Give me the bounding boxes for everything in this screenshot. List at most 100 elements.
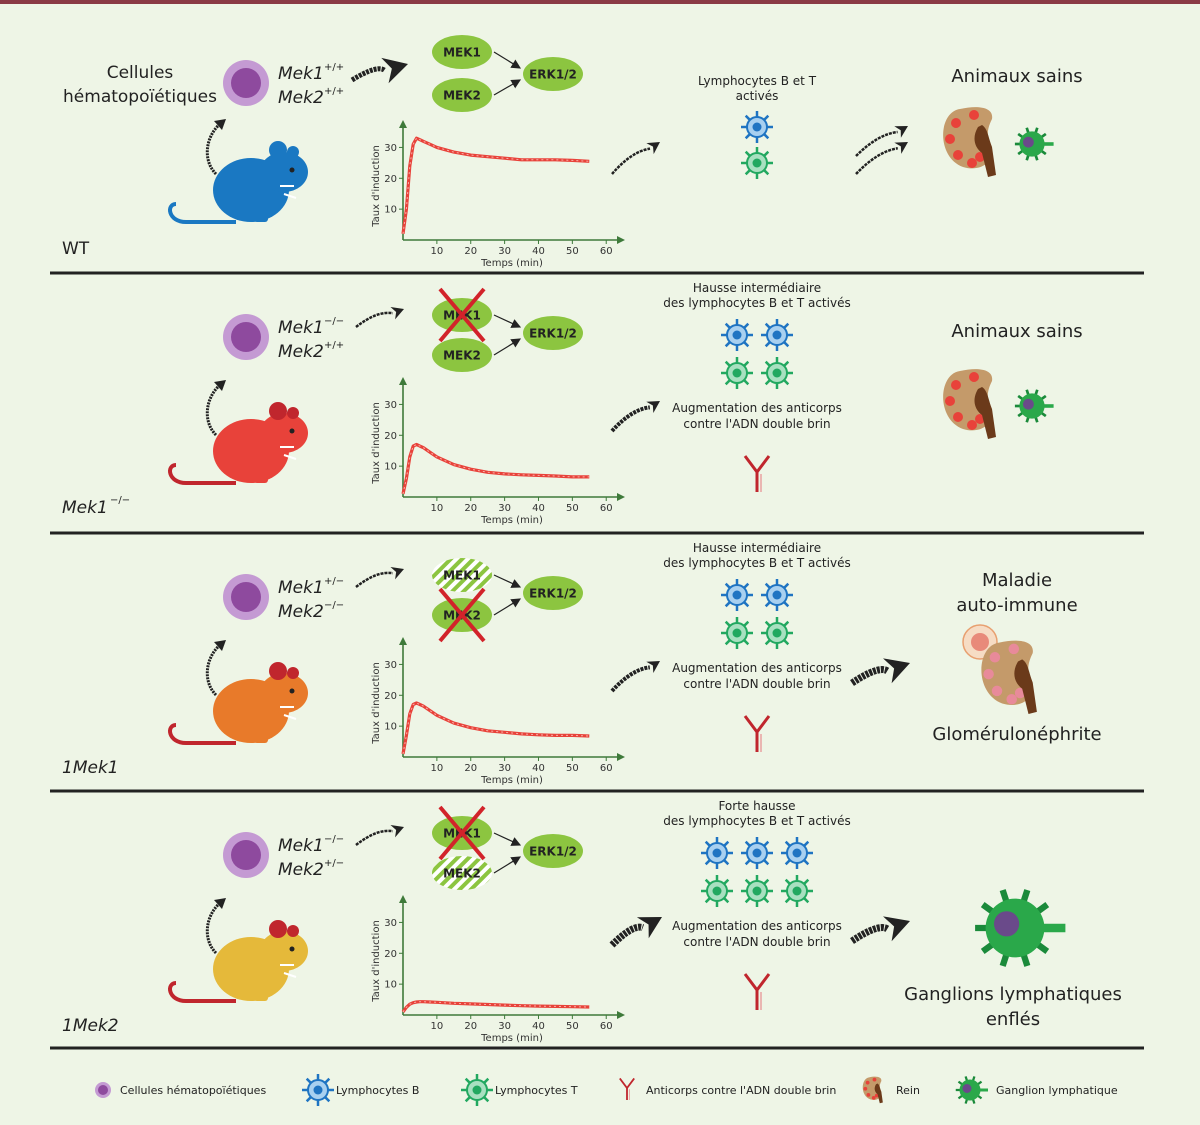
ureter bbox=[874, 1083, 883, 1104]
row-separator bbox=[50, 271, 1144, 275]
erk-node-label: ERK1/2 bbox=[529, 587, 577, 601]
induction-curve bbox=[401, 442, 590, 495]
antibody-text-line: contre l'ADN double brin bbox=[683, 935, 830, 949]
kidney-icon bbox=[943, 107, 996, 177]
row-label: WT bbox=[62, 239, 90, 259]
cell-nucleus bbox=[752, 886, 762, 896]
mouse-arm bbox=[283, 714, 297, 720]
knockout-mark bbox=[438, 287, 486, 343]
transition-arrow bbox=[609, 917, 662, 948]
kidney-lobe bbox=[951, 380, 961, 390]
cell-nucleus bbox=[313, 1085, 323, 1095]
y-tick-label: 20 bbox=[384, 431, 397, 442]
kidney-lobe bbox=[1006, 694, 1017, 705]
outcome-title: Animaux sains bbox=[951, 66, 1082, 87]
mouse-eye bbox=[289, 428, 295, 434]
arrow-stroke bbox=[855, 130, 898, 157]
kidney-icon bbox=[981, 640, 1037, 714]
arrow-head bbox=[646, 142, 660, 155]
mek2-genotype-sup: +/+ bbox=[324, 340, 344, 351]
erk-node: ERK1/2 bbox=[523, 576, 583, 610]
outcome-title-line: auto-immune bbox=[956, 595, 1077, 616]
erk-node-shape bbox=[523, 576, 583, 610]
antibody-text-line: contre l'ADN double brin bbox=[683, 677, 830, 691]
lymphocyte-text-line: Hausse intermédiaire bbox=[693, 541, 821, 555]
kidney-lobe bbox=[951, 118, 961, 128]
arrow-head bbox=[390, 307, 404, 320]
cell-nucleus bbox=[732, 628, 742, 638]
mek2-genotype-sup: +/+ bbox=[324, 86, 344, 97]
x-tick-label: 10 bbox=[431, 1021, 444, 1032]
t-lymphocyte-icon bbox=[721, 357, 753, 389]
arrow-head bbox=[883, 658, 910, 684]
x-tick-label: 60 bbox=[600, 763, 613, 774]
hematopoietic-cell-nucleus bbox=[231, 582, 261, 612]
antibody-icon bbox=[743, 715, 771, 752]
arrow-head bbox=[214, 119, 226, 130]
lymph-node-icon bbox=[1014, 389, 1054, 423]
mouse-foot bbox=[254, 993, 268, 1001]
b-lymphocyte-icon bbox=[741, 111, 773, 143]
mouse-eye bbox=[289, 946, 295, 952]
cell-nucleus bbox=[772, 368, 782, 378]
mouse-head bbox=[260, 152, 308, 192]
transition-arrow bbox=[855, 142, 908, 175]
kidney-lobe bbox=[866, 1092, 871, 1097]
mouse-arm bbox=[283, 454, 297, 460]
mek1-to-erk-arrow bbox=[493, 51, 522, 69]
mek1-to-erk-arrow bbox=[493, 832, 522, 846]
y-axis-title: Taux d'induction bbox=[371, 662, 382, 745]
kidney-lobe bbox=[969, 372, 979, 382]
cell-nucleus bbox=[792, 886, 802, 896]
mouse-foot bbox=[254, 735, 268, 743]
kidney-icon bbox=[943, 369, 996, 439]
mek2-node: MEK2 bbox=[432, 78, 492, 112]
legend-antibody-label: Anticorps contre l'ADN double brin bbox=[646, 1084, 836, 1097]
knockout-mark bbox=[438, 587, 486, 643]
mouse-foot bbox=[254, 214, 268, 222]
cells-title-line: hématopoïétiques bbox=[63, 87, 217, 107]
y-tick-label: 10 bbox=[384, 980, 397, 991]
hematopoietic-cell-nucleus bbox=[231, 322, 261, 352]
lymphocyte-text-line: des lymphocytes B et T activés bbox=[663, 296, 850, 310]
cell-nucleus bbox=[772, 628, 782, 638]
y-axis-title: Taux d'induction bbox=[371, 402, 382, 485]
arrow-head bbox=[390, 825, 404, 838]
legend-cell-nucleus bbox=[98, 1085, 108, 1095]
mouse-tail bbox=[168, 723, 236, 745]
x-tick-label: 30 bbox=[498, 246, 511, 257]
x-axis-title: Temps (min) bbox=[480, 775, 543, 786]
t-lymphocyte-icon bbox=[741, 147, 773, 179]
cell-spike bbox=[483, 1077, 490, 1084]
arrow-stroke bbox=[855, 147, 898, 175]
mouse-eye bbox=[289, 688, 295, 694]
transition-arrow bbox=[850, 658, 910, 686]
x-tick-label: 60 bbox=[600, 246, 613, 257]
mek2-genotype: Mek2 bbox=[278, 88, 324, 108]
b-lymphocyte-icon bbox=[761, 319, 793, 351]
legend-kidney-label: Rein bbox=[896, 1084, 920, 1097]
t-lymphocyte-icon bbox=[741, 875, 773, 907]
mek2-genotype: Mek2 bbox=[278, 342, 324, 362]
cell-spike bbox=[324, 1096, 331, 1103]
x-tick-label: 10 bbox=[431, 503, 444, 514]
induction-curve bbox=[401, 1000, 590, 1013]
mouse-head bbox=[260, 673, 308, 713]
outcome-title-line: Animaux sains bbox=[951, 321, 1082, 342]
mek2-genotype: Mek2 bbox=[278, 860, 324, 880]
row-label-text: 1Mek1 bbox=[62, 758, 119, 778]
b-lymphocyte-icon bbox=[761, 579, 793, 611]
arrow-head bbox=[646, 401, 660, 413]
mouse-ear bbox=[287, 146, 299, 158]
t-lymphocyte-icon bbox=[761, 357, 793, 389]
cell-nucleus bbox=[752, 848, 762, 858]
arrow-head bbox=[894, 126, 908, 138]
lymph-node-icon bbox=[975, 889, 1066, 967]
cell-spike bbox=[305, 1096, 312, 1103]
erk-node-shape bbox=[523, 57, 583, 91]
outcome-subtitle: Glomérulonéphrite bbox=[932, 724, 1101, 745]
cell-origin-arrow bbox=[205, 119, 226, 176]
cell-spike bbox=[464, 1096, 471, 1103]
